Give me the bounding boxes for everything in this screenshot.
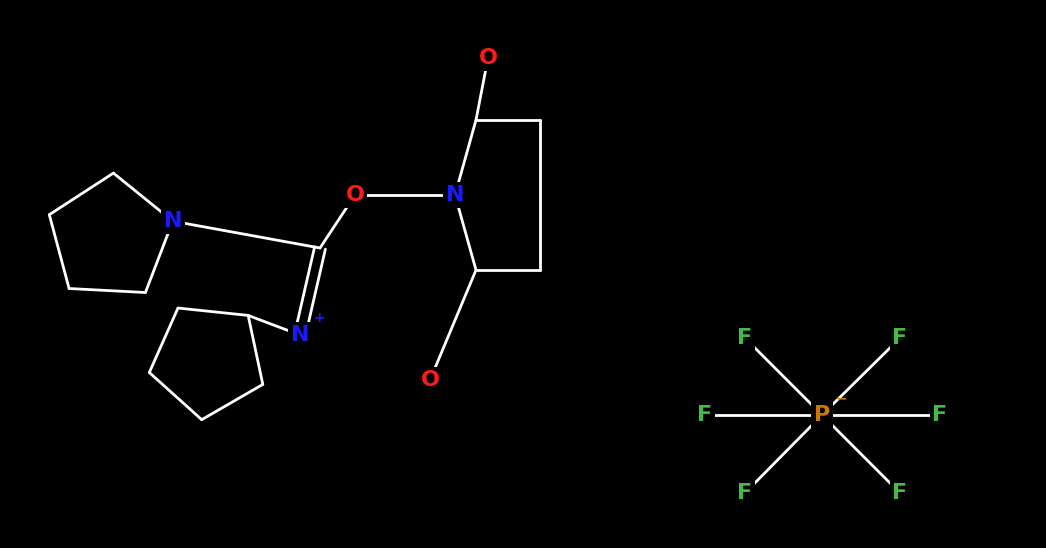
Text: F: F bbox=[932, 405, 948, 425]
Text: F: F bbox=[737, 483, 752, 503]
Text: N: N bbox=[163, 211, 182, 231]
Text: O: O bbox=[420, 370, 439, 390]
Text: F: F bbox=[892, 328, 908, 348]
Text: O: O bbox=[345, 185, 364, 205]
Text: N: N bbox=[291, 325, 310, 345]
Text: P: P bbox=[814, 405, 831, 425]
Text: +: + bbox=[313, 311, 325, 325]
Text: F: F bbox=[737, 328, 752, 348]
Text: −: − bbox=[836, 391, 847, 405]
Text: F: F bbox=[698, 405, 712, 425]
Text: N: N bbox=[446, 185, 464, 205]
Text: F: F bbox=[892, 483, 908, 503]
Text: O: O bbox=[478, 48, 498, 68]
